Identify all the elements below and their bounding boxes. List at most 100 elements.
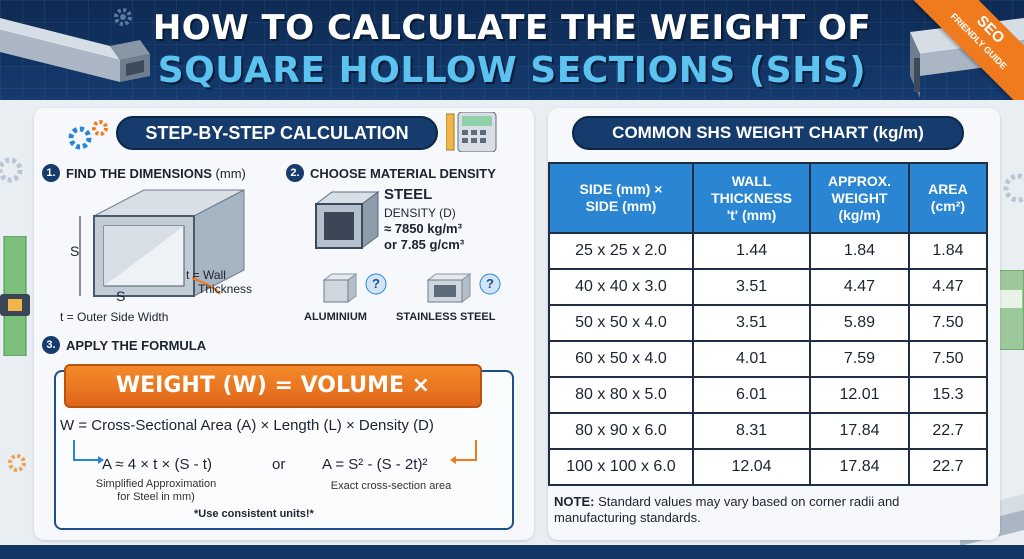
- cell-weight: 17.84: [809, 448, 910, 486]
- formula-approx: A ≈ 4 × t × (S - t): [102, 456, 212, 473]
- cell-size: 80 x 90 x 6.0: [548, 412, 694, 450]
- weight-chart-panel: COMMON SHS WEIGHT CHART (kg/m) SIDE (mm)…: [548, 108, 1000, 540]
- cell-size: 100 x 100 x 6.0: [548, 448, 694, 486]
- step2-title: 2. CHOOSE MATERIAL DENSITY: [286, 164, 496, 182]
- cell-area: 7.50: [907, 304, 989, 342]
- cell-thickness: 3.51: [691, 304, 812, 342]
- calculation-panel: STEP-BY-STEP CALCULATION 1. FIND THE DIM…: [34, 108, 534, 540]
- density-value-g: or 7.85 g/cm³: [384, 237, 465, 252]
- step1-number: 1.: [42, 164, 60, 182]
- cell-weight: 12.01: [809, 376, 910, 414]
- shs-beam-left-illustration: [0, 18, 150, 82]
- page-title-line1: HOW TO CALCULATE THE WEIGHT OF: [152, 8, 872, 48]
- gears-icon: [68, 120, 108, 150]
- step1-title: 1. FIND THE DIMENSIONS (mm): [42, 164, 246, 182]
- formula-banner: WEIGHT (W) = VOLUME × DENSITY: [64, 364, 482, 438]
- header-text: APPROX.: [827, 172, 891, 189]
- step3-label: APPLY THE FORMULA: [66, 337, 207, 353]
- table-row: 25 x 25 x 2.0 1.44 1.84 1.84: [548, 232, 989, 270]
- cell-area: 7.50: [907, 340, 989, 378]
- footer-strip: [0, 545, 1024, 559]
- cell-thickness: 4.01: [691, 340, 812, 378]
- header-text: SIDE (mm): [585, 198, 657, 214]
- cell-weight: 4.47: [809, 268, 910, 306]
- dimension-caption: t = Outer Side Width: [60, 310, 169, 324]
- alt-material-aluminium: ALUMINIUM: [304, 311, 367, 323]
- col-header-side: SIDE (mm) × SIDE (mm): [548, 162, 694, 234]
- step2-label: CHOOSE MATERIAL DENSITY: [310, 165, 496, 181]
- cell-weight: 1.84: [809, 232, 910, 270]
- table-row: 80 x 90 x 6.0 8.31 17.84 22.7: [548, 412, 989, 450]
- material-steel: STEEL: [384, 186, 433, 203]
- step1-label: FIND THE DIMENSIONS: [66, 165, 212, 181]
- header-text: WEIGHT: [831, 189, 888, 206]
- cell-area: 22.7: [907, 448, 989, 486]
- steel-cube-icon: [314, 191, 380, 249]
- table-row: 100 x 100 x 6.0 12.04 17.84 22.7: [548, 448, 989, 486]
- cell-weight: 7.59: [809, 340, 910, 378]
- cell-size: 25 x 25 x 2.0: [548, 232, 694, 270]
- cell-thickness: 8.31: [691, 412, 812, 450]
- col-header-area: AREA (cm²): [907, 162, 989, 234]
- cell-weight: 5.89: [809, 304, 910, 342]
- header-text: SIDE (mm) ×: [579, 181, 663, 197]
- table-header-row: SIDE (mm) × SIDE (mm) WALL THICKNESS 't'…: [548, 162, 989, 234]
- calculator-ruler-icon: [446, 112, 497, 152]
- dim-s-side: S: [70, 243, 80, 259]
- cell-size: 60 x 50 x 4.0: [548, 340, 694, 378]
- gear-icon: [114, 8, 132, 26]
- stainless-cube-icon: [426, 273, 501, 303]
- cell-size: 50 x 50 x 4.0: [548, 304, 694, 342]
- cell-size: 80 x 80 x 5.0: [548, 376, 694, 414]
- note-text: Standard values may vary based on corner…: [554, 494, 900, 525]
- density-value-kg: ≈ 7850 kg/m³: [384, 221, 462, 236]
- cell-thickness: 1.44: [691, 232, 812, 270]
- t-label-line2: Thickness: [198, 282, 253, 296]
- header-text: (cm²): [930, 198, 966, 214]
- header-text: AREA: [928, 181, 968, 197]
- note-label: NOTE:: [554, 494, 595, 509]
- formula-or: or: [272, 456, 286, 473]
- cell-area: 1.84: [907, 232, 989, 270]
- table-row: 80 x 80 x 5.0 6.01 12.01 15.3: [548, 376, 989, 414]
- page-title-line2: SQUARE HOLLOW SECTIONS (SHS): [157, 50, 867, 91]
- cell-size: 40 x 40 x 3.0: [548, 268, 694, 306]
- aluminium-cube-icon: [322, 273, 387, 303]
- gear-icon: [1003, 173, 1024, 203]
- units-note: *Use consistent units!*: [194, 508, 314, 520]
- step2-number: 2.: [286, 164, 304, 182]
- col-header-thickness: WALL THICKNESS 't' (mm): [691, 162, 812, 234]
- formula-exact: A = S² - (S - 2t)²: [322, 456, 428, 473]
- t-label-line1: t = Wall: [186, 268, 226, 282]
- section-title-chart: COMMON SHS WEIGHT CHART (kg/m): [572, 116, 964, 150]
- density-label: DENSITY (D): [384, 206, 456, 220]
- cell-weight: 17.84: [809, 412, 910, 450]
- cell-area: 22.7: [907, 412, 989, 450]
- step1-unit: (mm): [215, 165, 246, 181]
- cell-thickness: 12.04: [691, 448, 812, 486]
- header-text: THICKNESS: [711, 189, 792, 206]
- approx-note-line2: for Steel in mm): [117, 491, 195, 503]
- cell-thickness: 3.51: [691, 268, 812, 306]
- cell-thickness: 6.01: [691, 376, 812, 414]
- header-text: (kg/m): [838, 206, 881, 223]
- formula-arrows: [73, 440, 477, 464]
- gear-icon: [0, 157, 23, 183]
- cell-area: 15.3: [907, 376, 989, 414]
- shs-dimension-diagram: [79, 189, 245, 297]
- exact-note: Exact cross-section area: [330, 480, 452, 492]
- table-row: 40 x 40 x 3.0 3.51 4.47 4.47: [548, 268, 989, 306]
- shs-weight-table: SIDE (mm) × SIDE (mm) WALL THICKNESS 't'…: [548, 162, 989, 486]
- header-text: 't' (mm): [726, 206, 777, 223]
- stainless-question: ?: [486, 276, 494, 291]
- formula-main: W = Cross-Sectional Area (A) × Length (L…: [60, 417, 434, 434]
- gear-icon: [8, 454, 26, 472]
- header-text: WALL: [731, 172, 772, 189]
- table-row: 50 x 50 x 4.0 3.51 5.89 7.50: [548, 304, 989, 342]
- table-note: NOTE: Standard values may vary based on …: [554, 494, 974, 526]
- section-title-steps: STEP-BY-STEP CALCULATION: [116, 116, 438, 150]
- header-grid-pattern: [0, 0, 1024, 100]
- ruler-icon: [0, 236, 30, 356]
- approx-note: Simplified Approximation for Steel in mm…: [76, 478, 236, 504]
- header-banner: HOW TO CALCULATE THE WEIGHT OF SQUARE HO…: [0, 0, 1024, 100]
